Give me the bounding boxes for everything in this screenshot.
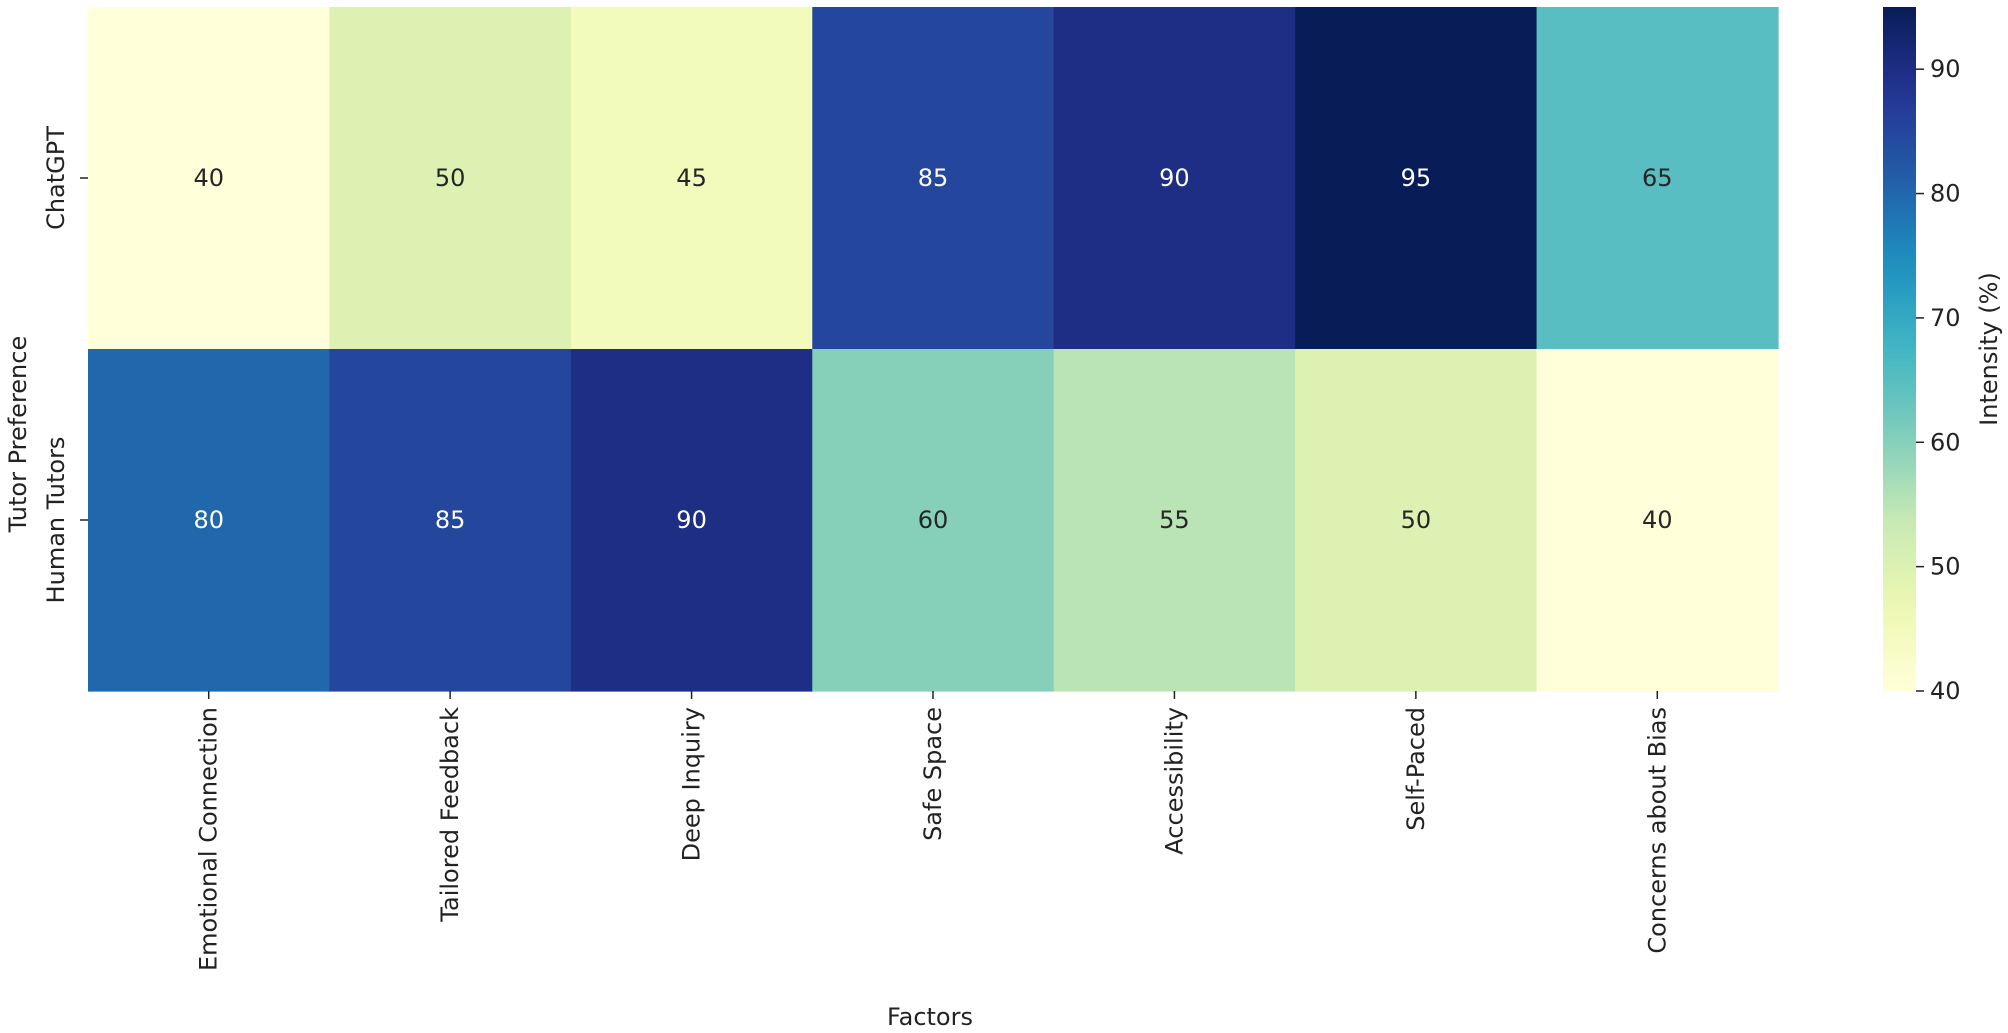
x-tick-label: Deep Inquiry — [678, 707, 706, 861]
cell-value-label: 40 — [1642, 506, 1673, 534]
colorbar: 40 50 60 70 80 90 Intensity (%) — [1883, 7, 2003, 705]
heatmap-cell — [1536, 7, 1779, 350]
heatmap-cell — [1295, 349, 1538, 692]
x-tick-label: Safe Space — [919, 707, 947, 841]
cell-value-label: 85 — [918, 164, 949, 192]
colorbar-tick-label: 40 — [1930, 677, 1961, 705]
heatmap-cell — [1053, 349, 1296, 692]
x-tick-label: Tailored Feedback — [436, 707, 464, 923]
cell-value-label: 50 — [435, 164, 466, 192]
heatmap-cell — [329, 7, 572, 350]
cell-value-label: 60 — [918, 506, 949, 534]
x-axis-label: Factors — [887, 1003, 973, 1031]
cell-value-label: 85 — [435, 506, 466, 534]
y-tick-label: Human Tutors — [42, 437, 70, 604]
cell-value-label: 45 — [676, 164, 707, 192]
heatmap-cell — [812, 7, 1055, 350]
cell-value-label: 40 — [193, 164, 224, 192]
y-axis-ticks: ChatGPT Human Tutors — [42, 126, 88, 604]
heatmap-cell — [1295, 7, 1538, 350]
heatmap-cells — [88, 7, 1779, 692]
cell-value-label: 90 — [676, 506, 707, 534]
y-axis-label: Tutor Preference — [4, 336, 32, 533]
cell-value-label: 65 — [1642, 164, 1673, 192]
heatmap-cell — [812, 349, 1055, 692]
colorbar-label: Intensity (%) — [1975, 272, 2003, 426]
heatmap-cell — [570, 7, 813, 350]
heatmap-cell — [1053, 7, 1296, 350]
cell-value-label: 80 — [193, 506, 224, 534]
colorbar-ticks: 40 50 60 70 80 90 — [1916, 55, 1961, 705]
cell-value-label: 90 — [1159, 164, 1190, 192]
x-tick-label: Concerns about Bias — [1643, 707, 1671, 954]
cell-value-label: 50 — [1401, 506, 1432, 534]
cell-annotations: 40 50 45 85 90 95 65 80 85 90 60 55 50 40 — [193, 164, 1672, 534]
colorbar-tick-label: 90 — [1930, 55, 1961, 83]
y-tick-label: ChatGPT — [42, 126, 70, 230]
heatmap-cell — [88, 349, 331, 692]
colorbar-tick-label: 70 — [1930, 304, 1961, 332]
colorbar-tick-label: 50 — [1930, 553, 1961, 581]
colorbar-tick-label: 60 — [1930, 428, 1961, 456]
x-tick-label: Accessibility — [1160, 707, 1188, 855]
x-tick-label: Self-Paced — [1402, 707, 1430, 831]
x-tick-label: Emotional Connection — [195, 707, 223, 971]
cell-value-label: 55 — [1159, 506, 1190, 534]
heatmap-cell — [329, 349, 572, 692]
cell-value-label: 95 — [1401, 164, 1432, 192]
heatmap-cell — [88, 7, 331, 350]
heatmap-cell — [1536, 349, 1779, 692]
heatmap-cell — [570, 349, 813, 692]
colorbar-tick-label: 80 — [1930, 180, 1961, 208]
colorbar-gradient — [1883, 7, 1916, 691]
x-axis-ticks: Emotional Connection Tailored Feedback Dee… — [195, 691, 1671, 971]
